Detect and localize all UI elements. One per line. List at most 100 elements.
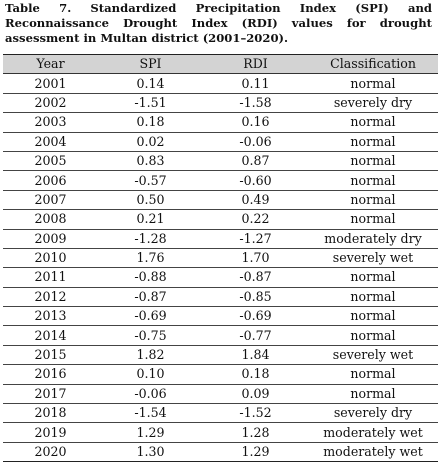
year-cell: 2016	[34, 366, 67, 382]
spi-cell: 1.82	[136, 347, 165, 363]
classification-cell: normal	[350, 327, 396, 343]
table-row: 2017 -0.06 0.09 normal	[3, 384, 438, 404]
year-cell: 2012	[34, 288, 67, 304]
caption-line-1: Table 7. Standardized Precipitation Inde…	[5, 1, 432, 15]
spi-cell: -1.28	[134, 230, 167, 246]
rdi-cell: -0.69	[239, 308, 272, 324]
year-cell: 2018	[34, 405, 67, 421]
table-caption: Table 7. Standardized Precipitation Inde…	[5, 1, 432, 46]
year-cell: 2003	[34, 114, 67, 130]
spi-cell: -0.57	[134, 172, 167, 188]
rdi-cell: 0.22	[241, 211, 270, 227]
rdi-cell: 0.49	[241, 191, 270, 207]
classification-cell: normal	[350, 385, 396, 401]
rdi-cell: 0.09	[241, 385, 270, 401]
year-cell: 2008	[34, 211, 67, 227]
rdi-cell: -0.87	[239, 269, 272, 285]
year-cell: 2019	[34, 424, 67, 440]
spi-cell: 0.83	[136, 153, 165, 169]
table-row: 2015 1.82 1.84 severely wet	[3, 345, 438, 365]
spi-cell: -0.75	[134, 327, 167, 343]
rdi-cell: 0.87	[241, 153, 270, 169]
classification-cell: normal	[350, 75, 396, 91]
year-cell: 2007	[34, 191, 67, 207]
classification-cell: moderately wet	[323, 444, 423, 459]
spi-cell: 0.02	[136, 133, 165, 149]
table-row: 2004 0.02 -0.06 normal	[3, 132, 438, 152]
spi-cell: 0.21	[136, 211, 165, 227]
rdi-cell: -0.60	[239, 172, 272, 188]
rdi-cell: 1.29	[241, 444, 270, 459]
drought-index-table: Year SPI RDI Classification 2001 0.14 0.11…	[3, 54, 438, 462]
header-classification: Classification	[330, 56, 416, 72]
rdi-cell: -0.77	[239, 327, 272, 343]
table-row: 2010 1.76 1.70 severely wet	[3, 248, 438, 268]
year-cell: 2020	[34, 444, 67, 459]
classification-cell: severely dry	[333, 405, 413, 421]
year-cell: 2004	[34, 133, 67, 149]
rdi-cell: -1.52	[239, 405, 272, 421]
spi-cell: -1.51	[134, 94, 167, 110]
classification-cell: normal	[350, 191, 396, 207]
table-row: 2012 -0.87 -0.85 normal	[3, 287, 438, 307]
year-cell: 2006	[34, 172, 67, 188]
year-cell: 2015	[34, 347, 67, 363]
rdi-cell: -1.27	[239, 230, 272, 246]
table-row: 2001 0.14 0.11 normal	[3, 74, 438, 94]
year-cell: 2009	[34, 230, 67, 246]
rdi-cell: 1.84	[241, 347, 270, 363]
table-row: 2013 -0.69 -0.69 normal	[3, 307, 438, 326]
classification-cell: normal	[350, 269, 396, 285]
table-row: 2002 -1.51 -1.58 severely dry	[3, 93, 438, 113]
classification-cell: normal	[350, 153, 396, 169]
rdi-cell: 1.70	[241, 250, 270, 266]
spi-cell: 1.29	[136, 424, 165, 440]
rdi-cell: -1.58	[239, 94, 272, 110]
table-row: 2011 -0.88 -0.87 normal	[3, 268, 438, 288]
spi-cell: 1.30	[136, 444, 165, 459]
table-body: 2001 0.14 0.11 normal 2002 -1.51 -1.58 severely…	[3, 74, 438, 462]
classification-cell: severely wet	[332, 250, 414, 266]
header-spi: SPI	[139, 56, 162, 72]
table-row: 2019 1.29 1.28 moderately wet	[3, 423, 438, 443]
rdi-cell: 0.18	[241, 366, 270, 382]
spi-cell: -0.88	[134, 269, 167, 285]
rdi-cell: -0.85	[239, 288, 272, 304]
spi-cell: 0.14	[136, 75, 165, 91]
classification-cell: normal	[350, 308, 396, 324]
classification-cell: normal	[350, 288, 396, 304]
rdi-cell: 0.16	[241, 114, 270, 130]
classification-cell: moderately dry	[324, 230, 422, 246]
table-row: 2020 1.30 1.29 moderately wet	[3, 442, 438, 462]
classification-cell: severely wet	[332, 347, 414, 363]
year-cell: 2017	[34, 385, 67, 401]
spi-cell: 0.18	[136, 114, 165, 130]
classification-cell: normal	[350, 114, 396, 130]
classification-cell: normal	[350, 211, 396, 227]
table-row: 2006 -0.57 -0.60 normal	[3, 171, 438, 191]
year-cell: 2011	[34, 269, 67, 285]
classification-cell: normal	[350, 366, 396, 382]
rdi-cell: 1.28	[241, 424, 270, 440]
spi-cell: -0.87	[134, 288, 167, 304]
table-row: 2018 -1.54 -1.52 severely dry	[3, 404, 438, 423]
spi-cell: -0.06	[134, 385, 167, 401]
header-rdi: RDI	[243, 56, 268, 72]
year-cell: 2002	[34, 94, 67, 110]
spi-cell: 1.76	[136, 250, 165, 266]
table-row: 2005 0.83 0.87 normal	[3, 151, 438, 171]
table-row: 2007 0.50 0.49 normal	[3, 190, 438, 210]
table-row: 2016 0.10 0.18 normal	[3, 365, 438, 385]
table-row: 2009 -1.28 -1.27 moderately dry	[3, 229, 438, 249]
year-cell: 2013	[34, 308, 67, 324]
classification-cell: moderately wet	[323, 424, 423, 440]
year-cell: 2001	[34, 75, 67, 91]
year-cell: 2010	[34, 250, 67, 266]
year-cell: 2014	[34, 327, 67, 343]
caption-line-2: Reconnaissance Drought Index (RDI) value…	[5, 16, 432, 30]
caption-line-3: assessment in Multan district (2001–2020…	[5, 31, 289, 45]
rdi-cell: 0.11	[241, 75, 270, 91]
spi-cell: -1.54	[134, 405, 167, 421]
classification-cell: normal	[350, 172, 396, 188]
table-row: 2003 0.18 0.16 normal	[3, 113, 438, 133]
